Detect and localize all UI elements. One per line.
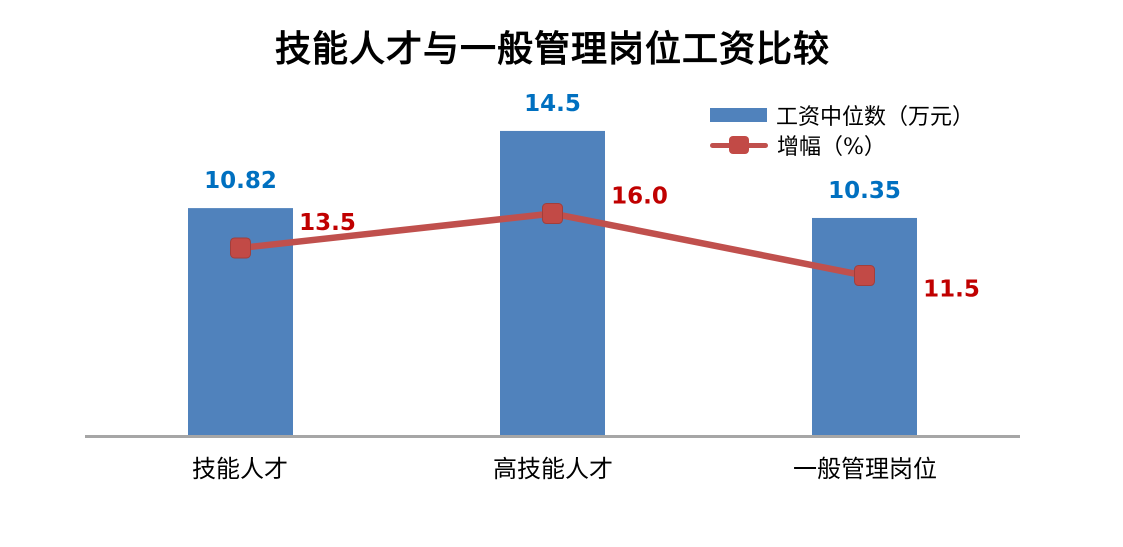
legend-item-wage-median: 工资中位数（万元）	[710, 100, 974, 130]
legend-label-wage-median: 工资中位数（万元）	[776, 105, 975, 130]
category-label-2: 高技能人才	[493, 455, 613, 483]
line-value-label-高技能人才: 16.0	[611, 184, 668, 210]
bar-value-label-技能人才: 10.82	[204, 168, 277, 194]
legend: 工资中位数（万元） 增幅（%）	[710, 100, 974, 160]
data-labels-group: 10.82 14.5 10.35 13.5 16.0 11.5	[204, 91, 980, 303]
legend-bar-swatch-icon	[710, 108, 767, 122]
legend-line-swatch-icon	[710, 135, 768, 155]
line-marker-高技能人才	[542, 203, 563, 225]
legend-item-growth: 增幅（%）	[710, 130, 974, 160]
legend-label-growth: 增幅（%）	[777, 135, 886, 160]
line-value-label-一般管理岗位: 11.5	[923, 277, 980, 303]
line-value-label-技能人才: 13.5	[299, 210, 356, 236]
legend-line-marker	[729, 136, 749, 154]
bar-一般管理岗位	[812, 217, 917, 435]
bar-高技能人才	[500, 130, 605, 435]
line-series-group	[230, 203, 875, 287]
category-label-1: 技能人才	[192, 455, 288, 483]
category-label-3: 一般管理岗位	[793, 455, 937, 483]
line-marker-技能人才	[230, 237, 251, 259]
x-axis-line	[85, 435, 1020, 438]
bars-group	[188, 130, 917, 435]
line-marker-一般管理岗位	[854, 265, 875, 287]
bar-value-label-高技能人才: 14.5	[524, 91, 581, 117]
bar-value-label-一般管理岗位: 10.35	[828, 178, 901, 204]
chart-title: 技能人才与一般管理岗位工资比较	[274, 28, 830, 70]
